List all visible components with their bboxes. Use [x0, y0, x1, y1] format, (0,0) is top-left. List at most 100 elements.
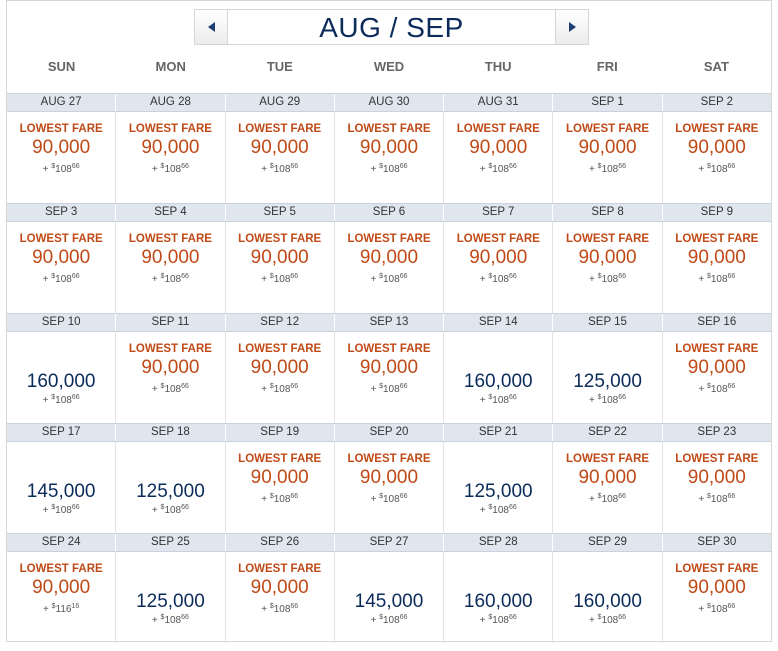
fare-cell[interactable]: LOWEST FARE 90,000 + $10866 — [7, 222, 117, 313]
lowest-fare-label: LOWEST FARE — [347, 453, 431, 465]
date-label: SEP 9 — [700, 206, 734, 218]
fare-miles: 90,000 — [359, 247, 419, 268]
fare-cell[interactable]: 125,000 + $10866 — [116, 442, 226, 533]
fare-cell[interactable]: 160,000 + $10866 — [444, 332, 554, 423]
prev-month-button[interactable] — [195, 10, 228, 44]
fare-taxes: + $10866 — [7, 163, 115, 175]
fare-miles: 90,000 — [32, 137, 91, 158]
fare-taxes: + $10866 — [116, 504, 224, 516]
fare-cell[interactable]: 145,000 + $10866 — [335, 552, 445, 643]
date-label: SEP 14 — [444, 314, 554, 331]
plus-sign: + — [698, 164, 707, 175]
fare-cell[interactable]: LOWEST FARE 90,000 + $10866 — [335, 112, 445, 203]
fare-cell[interactable]: 145,000 + $10866 — [7, 442, 117, 533]
fare-cell[interactable]: LOWEST FARE 90,000 + $10866 — [7, 112, 117, 203]
fare-cell[interactable]: 160,000 + $10866 — [444, 552, 554, 643]
date-label: SEP 17 — [7, 424, 117, 441]
fee-cents: 66 — [71, 504, 80, 511]
fare-cell[interactable]: LOWEST FARE 90,000 + $11616 — [7, 552, 117, 643]
fee-cents: 66 — [508, 394, 517, 401]
fare-cell[interactable]: LOWEST FARE 90,000 + $10866 — [335, 222, 445, 313]
fee-dollars: 108 — [273, 384, 291, 395]
fare-cell[interactable]: LOWEST FARE 90,000 + $10866 — [663, 552, 771, 643]
fare-cell[interactable]: LOWEST FARE 90,000 + $10866 — [335, 442, 445, 533]
fare-cell[interactable]: LOWEST FARE 90,000 + $10866 — [663, 112, 771, 203]
fare-cell[interactable]: LOWEST FARE 90,000 + $10866 — [663, 332, 771, 423]
fare-cell[interactable]: 160,000 + $10866 — [553, 552, 663, 643]
plus-sign: + — [42, 505, 52, 516]
fee-cents: 66 — [71, 163, 80, 170]
fare-cell[interactable]: LOWEST FARE 90,000 + $10866 — [553, 112, 663, 203]
dollar-sign: $ — [160, 383, 165, 390]
fare-cell[interactable]: LOWEST FARE 90,000 + $10866 — [116, 112, 226, 203]
fare-cell[interactable]: LOWEST FARE 90,000 + $10866 — [444, 222, 554, 313]
plus-sign: + — [370, 384, 380, 395]
fare-miles: 125,000 — [463, 481, 533, 502]
fee-dollars: 108 — [492, 505, 509, 516]
fare-miles: 90,000 — [359, 467, 419, 488]
fee-cents: 66 — [71, 394, 80, 401]
fare-cell[interactable]: LOWEST FARE 90,000 + $10866 — [226, 222, 335, 313]
fare-cell[interactable]: LOWEST FARE 90,000 + $10866 — [663, 222, 771, 313]
fare-cell[interactable]: LOWEST FARE 90,000 + $10866 — [226, 112, 335, 203]
dollar-sign: $ — [51, 504, 56, 511]
fare-taxes: + $10866 — [7, 394, 115, 406]
fare-taxes: + $11616 — [7, 603, 115, 615]
fare-cell[interactable]: LOWEST FARE 90,000 + $10866 — [116, 222, 226, 313]
fare-miles: 90,000 — [578, 137, 637, 158]
fare-taxes: + $10866 — [7, 504, 115, 516]
dollar-sign: $ — [706, 163, 711, 170]
fee-dollars: 108 — [55, 395, 72, 406]
date-label: SEP 27 — [335, 534, 445, 551]
fare-miles: 90,000 — [469, 247, 528, 268]
fee-cents: 66 — [508, 504, 517, 511]
fare-cell[interactable]: 125,000 + $10866 — [116, 552, 226, 643]
fare-cell[interactable]: 125,000 + $10866 — [444, 442, 554, 533]
fare-cell[interactable]: LOWEST FARE 90,000 + $10866 — [553, 442, 663, 533]
fee-dollars: 108 — [164, 615, 182, 626]
date-label: SEP 18 — [116, 424, 226, 441]
date-label: SEP 24 — [7, 534, 117, 551]
fare-cell[interactable]: LOWEST FARE 90,000 + $10866 — [116, 332, 226, 423]
lowest-fare-label: LOWEST FARE — [238, 123, 322, 135]
weekday-label: FRI — [596, 59, 618, 74]
fare-miles: 90,000 — [32, 577, 91, 598]
calendar-week: AUG 27 AUG 28 AUG 29 AUG 30 AUG 31 SEP 1 SEP 2… — [7, 93, 771, 203]
next-month-button[interactable] — [555, 10, 588, 44]
fare-cell[interactable]: 125,000 + $10866 — [553, 332, 663, 423]
fee-cents: 66 — [290, 383, 299, 390]
plus-sign: + — [698, 274, 707, 285]
plus-sign: + — [261, 274, 270, 285]
lowest-fare-label: LOWEST FARE — [128, 233, 212, 245]
plus-sign: + — [151, 274, 161, 285]
fare-cell[interactable]: LOWEST FARE 90,000 + $10866 — [553, 222, 663, 313]
fare-cell[interactable]: LOWEST FARE 90,000 + $10866 — [226, 332, 335, 423]
fare-cell[interactable]: LOWEST FARE 90,000 + $10866 — [444, 112, 554, 203]
weekday-label: TUE — [266, 59, 293, 74]
fare-cell[interactable]: LOWEST FARE 90,000 + $10866 — [335, 332, 445, 423]
fare-cell[interactable]: LOWEST FARE 90,000 + $10866 — [226, 552, 335, 643]
lowest-fare-label: LOWEST FARE — [456, 123, 540, 135]
date-label: SEP 5 — [226, 204, 335, 221]
dollar-sign: $ — [269, 273, 274, 280]
fee-cents: 66 — [508, 614, 517, 621]
plus-sign: + — [151, 505, 161, 516]
fee-cents: 66 — [399, 493, 408, 500]
fare-row: 145,000 + $10866 125,000 + $10866 LOWEST FAR… — [7, 442, 771, 533]
date-label: SEP 25 — [116, 534, 226, 551]
dollar-sign: $ — [51, 163, 56, 170]
fare-taxes: + $10866 — [226, 493, 334, 505]
fare-cell[interactable]: LOWEST FARE 90,000 + $10866 — [663, 442, 771, 533]
fee-dollars: 108 — [492, 164, 509, 175]
lowest-fare-label: LOWEST FARE — [675, 343, 759, 355]
fare-taxes: + $10866 — [116, 614, 224, 626]
dollar-sign: $ — [160, 614, 165, 621]
fare-taxes: + $10866 — [553, 273, 661, 285]
fare-cell[interactable]: 160,000 + $10866 — [7, 332, 117, 423]
lowest-fare-label: LOWEST FARE — [238, 343, 322, 355]
fare-miles: 145,000 — [26, 481, 96, 502]
fare-cell[interactable]: LOWEST FARE 90,000 + $10866 — [226, 442, 335, 533]
date-label: AUG 30 — [335, 94, 445, 111]
dollar-sign: $ — [706, 493, 711, 500]
fee-dollars: 108 — [164, 164, 182, 175]
